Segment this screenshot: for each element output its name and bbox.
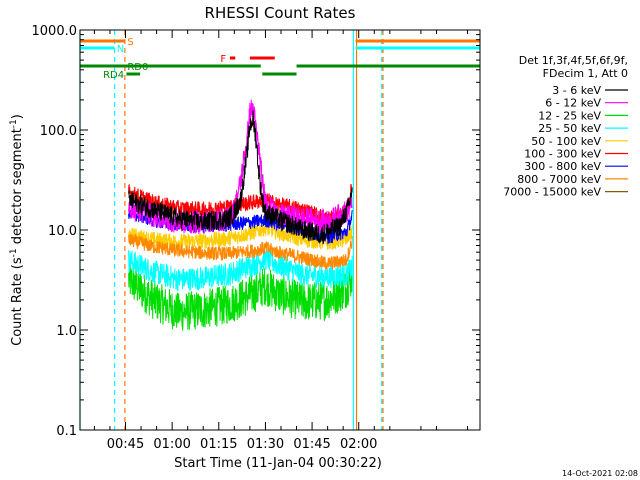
svg-text:Count Rate (s-1 detector segme: Count Rate (s-1 detector segment-1) — [9, 114, 25, 346]
y-axis-label-exp2: -1 — [9, 119, 19, 128]
x-axis-label: Start Time (11-Jan-04 00:30:22) — [174, 456, 382, 471]
flag-label-rd4: RD4 — [103, 70, 124, 81]
series-line-0 — [128, 110, 353, 245]
x-tick-label-1: 01:00 — [153, 437, 190, 452]
x-tick-label-4: 01:45 — [293, 437, 330, 452]
y-tick-label-1: 1.0 — [56, 324, 77, 339]
flag-label-n: N — [117, 44, 124, 55]
series-line-1 — [128, 99, 353, 235]
legend-label-5: 100 - 300 keV — [524, 148, 601, 161]
y-axis-label-exp1: -1 — [9, 248, 19, 257]
legend-label-1: 6 - 12 keV — [545, 97, 601, 110]
y-axis-label-mid: detector segment — [10, 128, 25, 248]
flag-label-s: S — [127, 37, 133, 48]
y-axis-label: Count Rate (s-1 detector segment-1) — [9, 114, 25, 346]
timestamp: 14-Oct-2021 02:08 — [562, 469, 638, 478]
legend-label-3: 25 - 50 keV — [538, 122, 601, 135]
legend-label-4: 50 - 100 keV — [531, 135, 601, 148]
series-line-7 — [128, 233, 353, 271]
legend-label-0: 3 - 6 keV — [552, 84, 601, 97]
y-tick-label-3: 100.0 — [40, 124, 77, 139]
legend-title-line-2: FDecim 1, Att 0 — [543, 67, 628, 80]
y-tick-label-2: 10.0 — [48, 224, 77, 239]
legend-title-line-1: Det 1f,3f,4f,5f,6f,9f, — [519, 54, 628, 67]
data-layer — [128, 99, 353, 331]
series-line-2 — [128, 260, 353, 331]
y-tick-label-0: 0.1 — [56, 424, 77, 439]
legend-label-6: 300 - 800 keV — [524, 160, 601, 173]
y-axis-label-main: Count Rate (s — [10, 257, 25, 346]
x-tick-label-2: 01:15 — [200, 437, 237, 452]
x-tick-label-5: 02:00 — [340, 437, 377, 452]
series-line-3 — [128, 247, 353, 292]
flag-label-rd0: RD0 — [127, 62, 148, 73]
y-tick-label-4: 1000.0 — [32, 24, 78, 39]
chart-title: RHESSI Count Rates — [205, 4, 356, 22]
legend-label-7: 800 - 7000 keV — [517, 173, 601, 186]
legend-label-2: 12 - 25 keV — [538, 109, 601, 122]
flag-label-f: F — [220, 54, 226, 65]
series-line-4 — [128, 220, 353, 251]
legend: Det 1f,3f,4f,5f,6f,9f, FDecim 1, Att 0 3… — [503, 54, 628, 199]
y-axis-label-close: ) — [10, 114, 25, 119]
x-tick-label-3: 01:30 — [247, 437, 284, 452]
legend-label-8: 7000 - 15000 keV — [503, 186, 601, 199]
vline-layer — [79, 30, 384, 430]
axis-layer: 0.1 1.0 10.0 100.0 1000.0 00:45 01:00 01:15 01:3… — [32, 24, 481, 452]
x-tick-label-0: 00:45 — [107, 437, 144, 452]
